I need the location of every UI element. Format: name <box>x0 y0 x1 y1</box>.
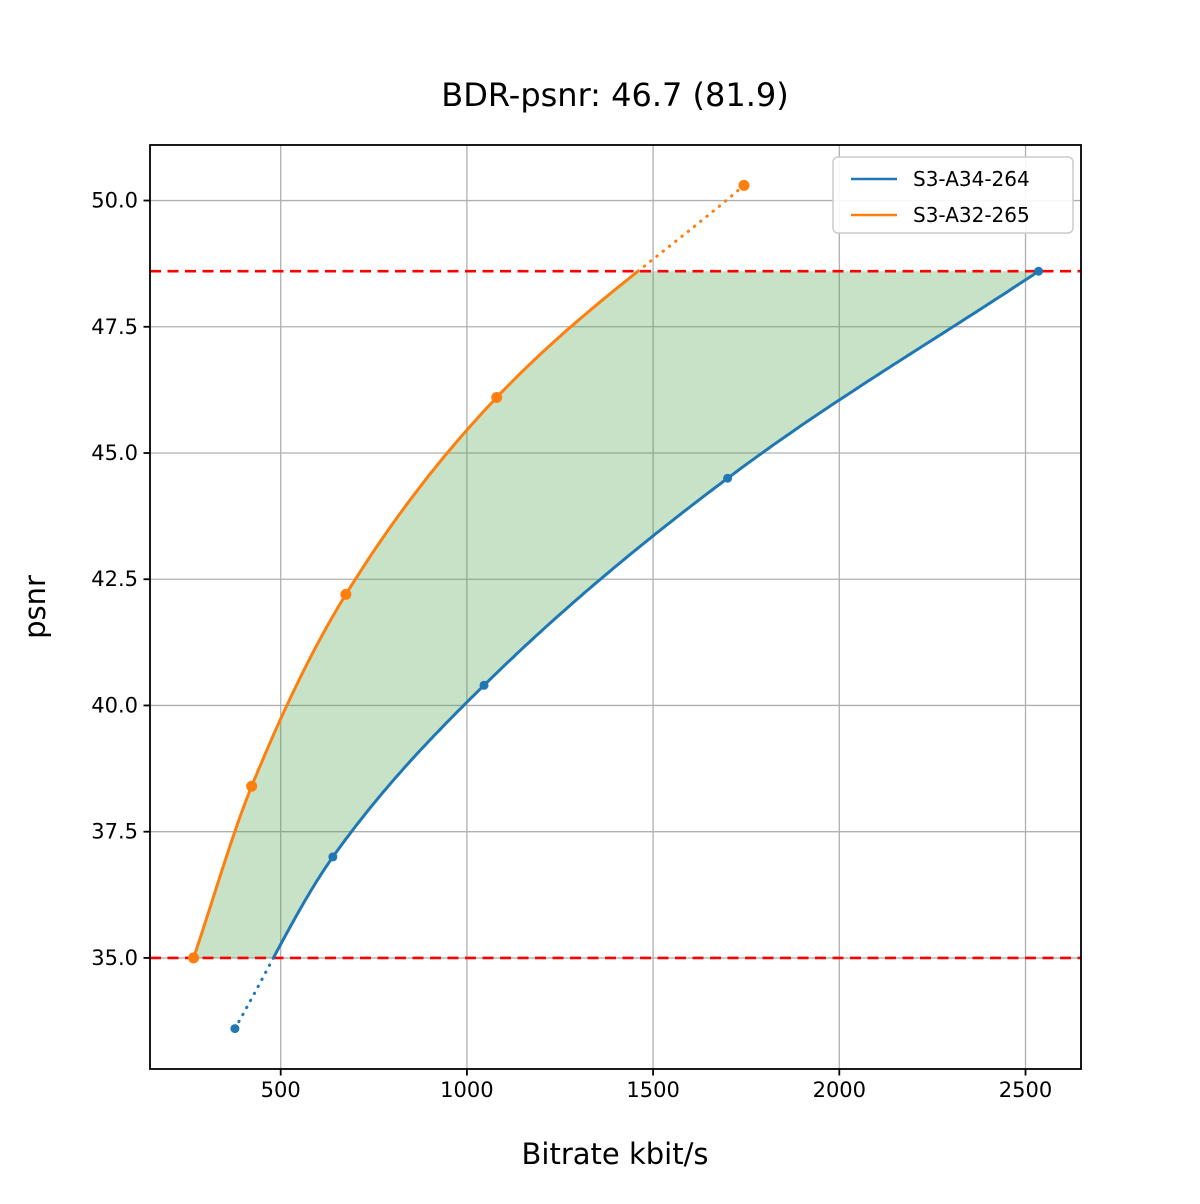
overlap-hlines <box>150 269 1081 960</box>
tick-label-x: 1000 <box>440 1078 493 1102</box>
chart-title: BDR-psnr: 46.7 (81.9) <box>441 76 789 114</box>
tick-label-y: 50.0 <box>91 189 138 213</box>
bd-overlap-fill <box>193 271 1039 958</box>
tick-label-y: 35.0 <box>91 946 138 970</box>
x-axis-label: Bitrate kbit/s <box>522 1137 709 1171</box>
series-0-data-point <box>723 473 733 483</box>
series-0-data-point <box>328 852 338 862</box>
bd-shaded-area <box>193 271 1039 958</box>
tick-label-x: 1500 <box>626 1078 679 1102</box>
series-1-data-point <box>188 952 200 964</box>
tick-label-y: 45.0 <box>91 441 138 465</box>
y-axis-label: psnr <box>18 575 52 639</box>
tick-label-x: 500 <box>261 1078 301 1102</box>
series-1-data-point <box>246 780 258 792</box>
plot-frame <box>149 144 1082 1070</box>
tick-label-y: 40.0 <box>91 693 138 717</box>
series-0-data-point <box>1034 266 1044 276</box>
legend: S3-A34-264 S3-A32-265 <box>832 156 1074 234</box>
legend-label-series-1: S3-A32-265 <box>913 203 1030 227</box>
series-1-data-point <box>340 588 352 600</box>
series-markers <box>188 179 1044 1034</box>
series-1-extrapolated-line <box>636 183 746 273</box>
axis-ticks: 500 1000 1500 2000 2500 35.0 37.5 40.0 42.5 45.0 4… <box>91 189 1052 1102</box>
series-1-data-point <box>738 179 750 191</box>
tick-label-x: 2500 <box>999 1078 1052 1102</box>
tick-label-y: 42.5 <box>91 567 138 591</box>
series-0-extrapolated-line <box>233 956 275 1031</box>
tick-label-y: 47.5 <box>91 315 138 339</box>
tick-label-x: 2000 <box>813 1078 866 1102</box>
tick-label-y: 37.5 <box>91 820 138 844</box>
series-0-data-point <box>230 1024 240 1034</box>
series-1-data-point <box>491 391 503 403</box>
series-0-data-point <box>479 680 489 690</box>
legend-label-series-0: S3-A34-264 <box>913 167 1030 191</box>
